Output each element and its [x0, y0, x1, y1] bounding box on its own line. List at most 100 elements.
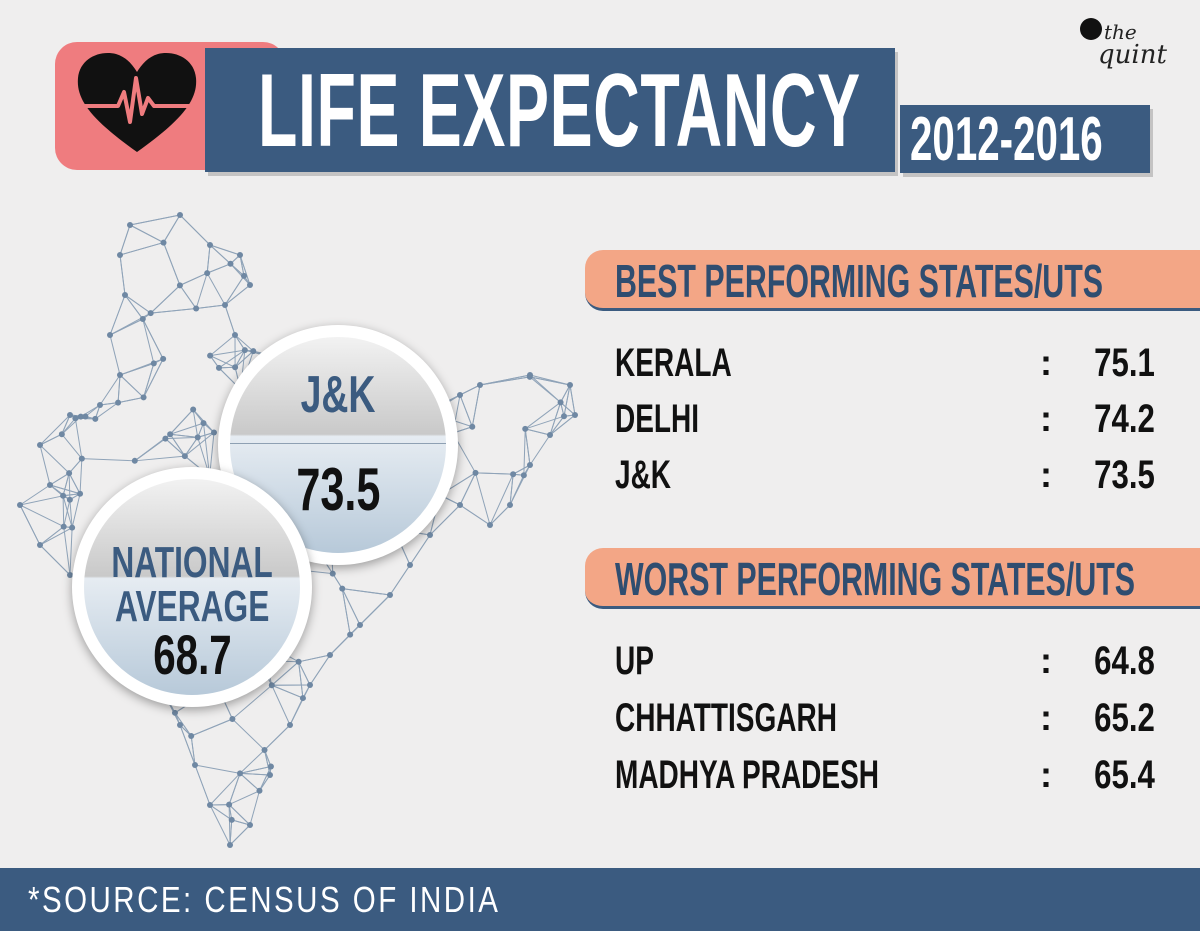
map-edge	[142, 318, 164, 360]
year-banner	[900, 105, 1150, 173]
map-node	[477, 382, 483, 388]
map-edge	[218, 349, 246, 369]
map-edge	[209, 355, 236, 368]
map-node	[228, 816, 235, 823]
map-node	[547, 432, 553, 438]
map-node	[215, 364, 222, 371]
map-edge	[99, 402, 119, 406]
map-edge	[230, 263, 245, 277]
map-edge	[99, 374, 121, 406]
map-edge	[69, 527, 73, 576]
map-edge	[239, 254, 245, 276]
map-edge	[228, 804, 231, 846]
map-edge	[529, 376, 561, 403]
map-edge	[190, 718, 233, 737]
source-note: *SOURCE: CENSUS OF INDIA	[28, 879, 501, 920]
map-node	[77, 413, 84, 420]
national-value-text: 68.7	[152, 623, 232, 686]
map-edge	[150, 308, 197, 314]
map-edge	[19, 495, 64, 506]
map-edge	[129, 224, 164, 244]
worst-row: MADHYA PRADESH : 65.4	[615, 750, 1155, 800]
map-node	[241, 347, 248, 354]
map-edge	[389, 564, 411, 596]
map-edge	[209, 804, 233, 821]
map-node	[66, 496, 73, 503]
map-node	[226, 801, 233, 808]
map-edge	[143, 363, 155, 398]
map-edge	[529, 376, 571, 386]
map-edge	[409, 534, 431, 566]
brand-line-1: the	[1104, 20, 1137, 44]
map-node	[237, 252, 243, 258]
map-node	[181, 453, 188, 460]
map-edge	[524, 428, 531, 466]
map-node	[67, 412, 73, 418]
title-banner	[205, 48, 895, 172]
map-edge	[179, 272, 208, 286]
separator: :	[1040, 454, 1052, 495]
map-edge	[170, 433, 198, 438]
map-node	[60, 523, 67, 530]
map-edge	[512, 464, 531, 475]
map-edge	[63, 499, 71, 527]
map-edge	[524, 401, 561, 430]
map-node	[150, 360, 157, 367]
state-value: 74.2	[1094, 397, 1155, 441]
map-edge	[190, 735, 196, 766]
map-edge	[129, 214, 181, 226]
map-edge	[549, 414, 576, 436]
map-edge	[109, 318, 144, 336]
map-node	[72, 415, 79, 422]
map-edge	[39, 414, 71, 446]
map-edge	[206, 263, 231, 274]
map-edge	[68, 472, 81, 494]
map-node	[510, 471, 517, 478]
map-edge	[525, 415, 565, 430]
map-edge	[174, 712, 192, 737]
state-name: CHHATTISGARH	[615, 696, 837, 740]
map-node	[66, 470, 73, 477]
map-node	[526, 373, 533, 380]
map-edge	[569, 384, 576, 416]
map-edge	[271, 684, 304, 699]
separator: :	[1040, 754, 1052, 795]
map-node	[176, 282, 183, 289]
map-node	[387, 592, 393, 598]
map-edge	[429, 504, 461, 536]
map-node	[557, 399, 564, 406]
map-edge	[459, 394, 473, 427]
map-edge	[39, 526, 65, 546]
map-node	[247, 282, 253, 288]
map-edge	[210, 349, 245, 357]
map-node	[37, 442, 43, 448]
map-edge	[61, 414, 71, 435]
map-node	[407, 562, 413, 568]
national-label-2: AVERAGE	[72, 585, 312, 629]
map-node	[520, 472, 527, 479]
map-node	[171, 709, 178, 716]
map-node	[139, 316, 146, 323]
map-edge	[62, 495, 65, 527]
map-node	[210, 429, 217, 436]
map-node	[188, 733, 195, 740]
map-node	[117, 252, 123, 258]
map-node	[327, 652, 333, 658]
map-edge	[342, 588, 391, 596]
map-node	[97, 402, 103, 408]
map-edge	[341, 588, 351, 635]
map-edge	[224, 284, 251, 306]
state-value: 73.5	[1094, 453, 1155, 497]
map-node	[207, 802, 213, 808]
map-edge	[523, 428, 526, 476]
page-title: LIFE EXPECTANCY	[258, 53, 861, 169]
map-node	[572, 412, 578, 418]
map-edge	[239, 772, 271, 776]
year-range: 2012-2016	[910, 105, 1103, 174]
map-edge	[489, 504, 511, 526]
map-edge	[163, 242, 181, 286]
map-edge	[39, 444, 70, 474]
map-node	[160, 355, 167, 362]
map-node	[427, 532, 433, 538]
state-name: J&K	[615, 453, 672, 497]
